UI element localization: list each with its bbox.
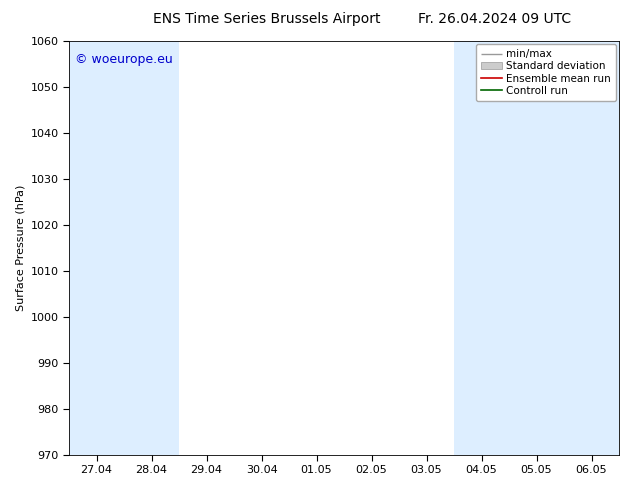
Bar [509,41,592,455]
Text: Fr. 26.04.2024 09 UTC: Fr. 26.04.2024 09 UTC [418,12,571,26]
Bar [69,41,124,455]
Text: ENS Time Series Brussels Airport: ENS Time Series Brussels Airport [153,12,380,26]
Legend: min/max, Standard deviation, Ensemble mean run, Controll run: min/max, Standard deviation, Ensemble me… [476,44,616,101]
Text: © woeurope.eu: © woeurope.eu [75,53,172,67]
Bar [564,41,619,455]
Bar [124,41,179,455]
Y-axis label: Surface Pressure (hPa): Surface Pressure (hPa) [15,185,25,311]
Bar [454,41,536,455]
